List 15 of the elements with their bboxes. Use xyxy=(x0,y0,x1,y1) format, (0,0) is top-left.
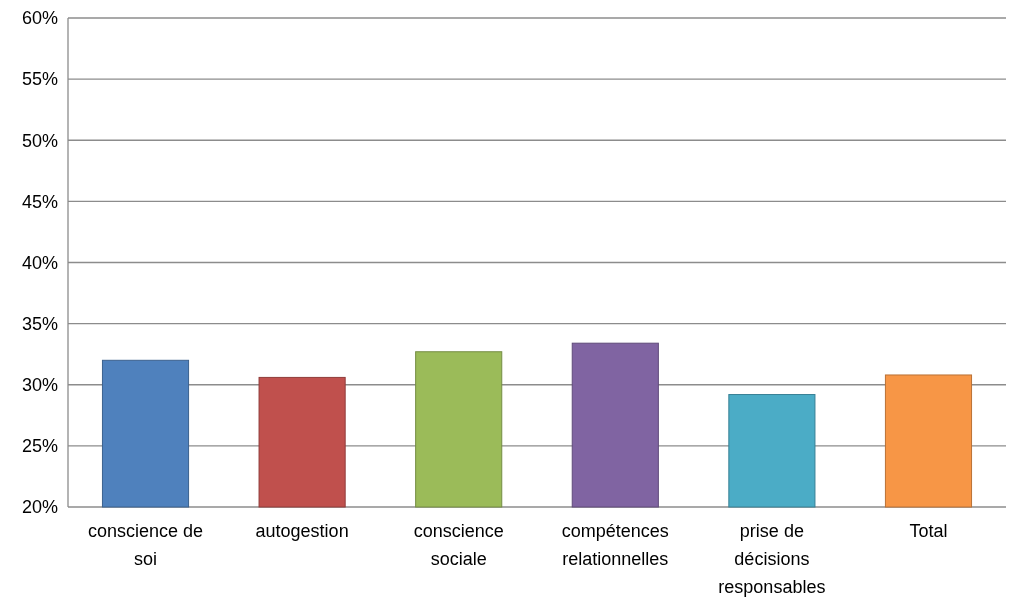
y-tick-label: 30% xyxy=(21,375,58,396)
x-tick-label: conscience sociale xyxy=(413,521,504,569)
y-tick-label: 45% xyxy=(21,191,58,212)
y-tick-label: 20% xyxy=(21,497,58,518)
x-tick-label: Total xyxy=(909,521,948,541)
y-tick-label: 50% xyxy=(21,130,58,151)
x-tick-label: compétences relationnelles xyxy=(561,521,669,569)
y-tick-label: 25% xyxy=(21,436,58,457)
x-tick-label: autogestion xyxy=(255,521,349,541)
y-tick-label: 35% xyxy=(21,313,58,334)
x-tick-label: prise de décisions responsables xyxy=(718,521,826,597)
y-tick-label: 60% xyxy=(21,8,58,29)
x-tick-label: conscience de soi xyxy=(87,521,204,569)
y-tick-label: 55% xyxy=(21,69,58,90)
y-tick-label: 40% xyxy=(21,252,58,273)
